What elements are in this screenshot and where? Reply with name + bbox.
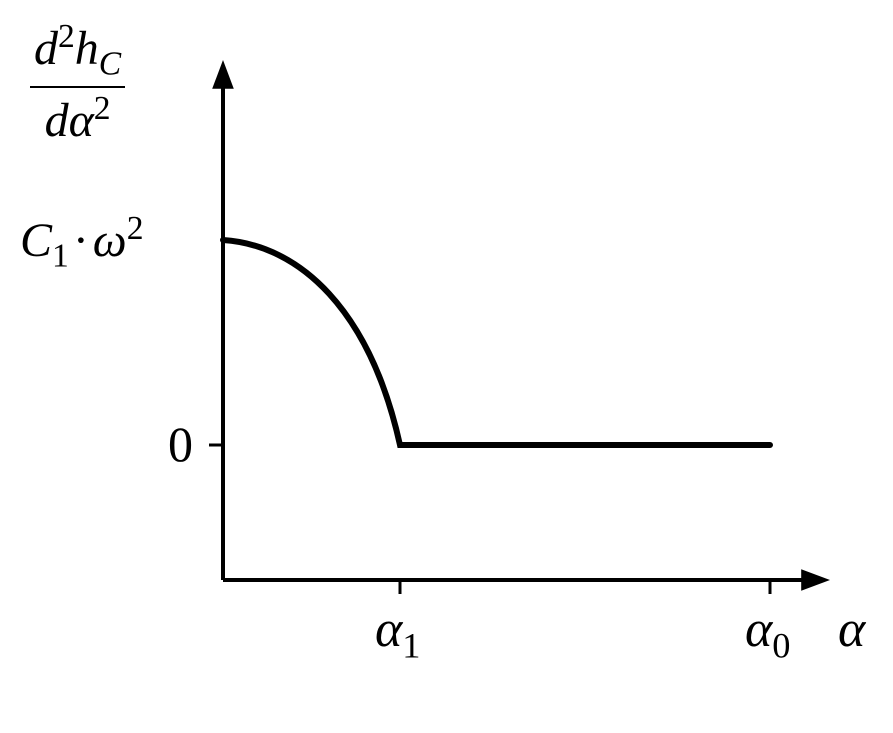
c1w2-dot: · — [69, 214, 93, 267]
alpha1-label: α1 — [375, 600, 421, 666]
x-axis-arrow — [801, 569, 830, 591]
alpha1-alpha: α — [375, 601, 402, 658]
zero-label: 0 — [168, 415, 193, 473]
alpha0-sub: 0 — [772, 625, 790, 665]
ylabel-exp: 2 — [58, 18, 75, 55]
alpha0-label: α0 — [745, 600, 791, 666]
y-axis-arrow — [212, 60, 234, 89]
ylabel-den-alpha: α — [69, 94, 94, 147]
c1w2-C: C — [20, 214, 52, 267]
ylabel-den-exp: 2 — [94, 90, 111, 127]
c1w2-sub1: 1 — [52, 238, 69, 275]
ylabel-d: d — [34, 22, 58, 75]
alpha1-sub: 1 — [402, 625, 420, 665]
x-axis-label: α — [838, 600, 865, 659]
ylabel-sub: C — [99, 46, 121, 83]
c1w2-exp: 2 — [127, 210, 144, 247]
ylabel-h: h — [75, 22, 99, 75]
c1w2-label: C1·ω2 — [20, 210, 143, 276]
xlabel-alpha: α — [838, 601, 865, 658]
ylabel-den-d: d — [45, 94, 69, 147]
curve — [223, 240, 770, 445]
chart-container: d2hC dα2 C1·ω2 0 α1 α0 α — [0, 0, 893, 733]
c1w2-omega: ω — [93, 214, 127, 267]
y-axis-label: d2hC dα2 — [30, 18, 125, 148]
alpha0-alpha: α — [745, 601, 772, 658]
